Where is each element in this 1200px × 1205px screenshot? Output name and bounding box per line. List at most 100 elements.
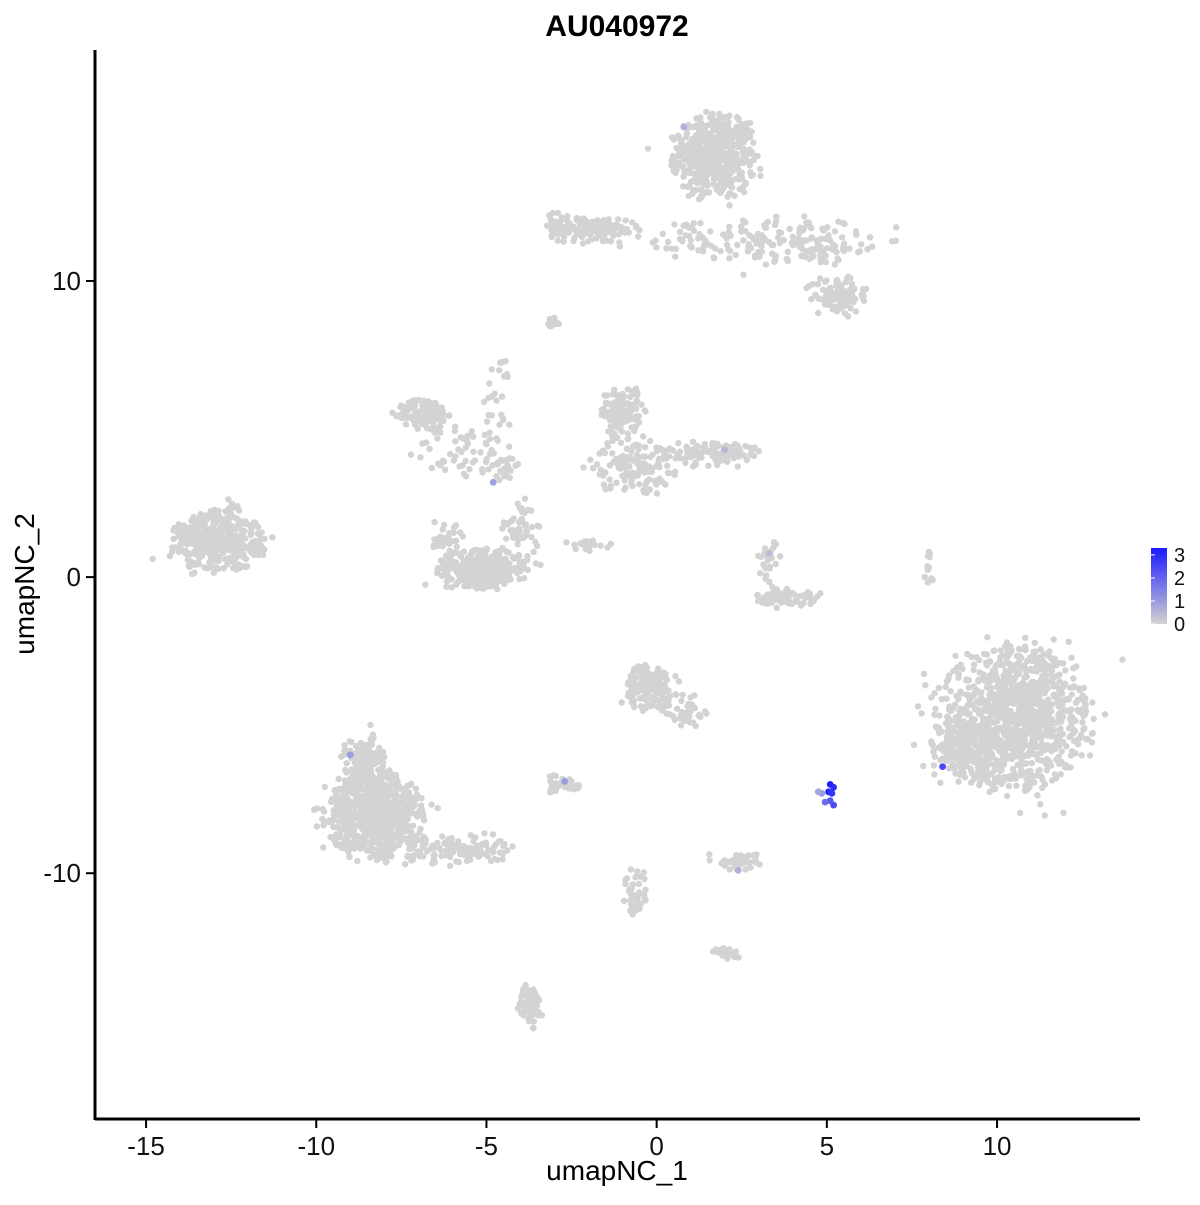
cell-point	[1027, 703, 1035, 710]
cell-point	[931, 771, 938, 778]
cell-point	[1013, 728, 1021, 735]
cell-point	[359, 777, 366, 784]
cell-point	[967, 727, 975, 734]
cell-point	[1089, 699, 1096, 706]
cell-point	[921, 573, 928, 581]
cell-point	[866, 234, 874, 241]
cell-point	[858, 241, 865, 248]
cell-point	[659, 693, 666, 701]
cell-point	[483, 440, 490, 448]
cell-point	[1021, 709, 1028, 716]
cell-point	[363, 827, 370, 834]
cell-point	[187, 525, 194, 533]
cell-point	[169, 544, 176, 551]
cell-point	[216, 533, 223, 540]
cell-point	[1068, 654, 1075, 661]
cell-point	[680, 173, 687, 180]
cell-point	[702, 129, 709, 136]
cell-point	[710, 254, 717, 261]
cell-point	[738, 223, 745, 230]
cell-point	[514, 541, 521, 548]
cell-point	[979, 675, 986, 682]
cell-point	[1062, 667, 1069, 674]
cell-point	[338, 799, 346, 806]
cell-point	[676, 228, 684, 235]
cell-point	[1002, 719, 1010, 726]
cell-point	[732, 131, 739, 139]
cell-point	[807, 246, 815, 253]
cell-point	[195, 538, 203, 545]
cell-point	[389, 824, 397, 831]
cell-point	[706, 857, 713, 864]
cell-point	[735, 166, 742, 173]
cell-point	[248, 538, 256, 546]
cell-point	[430, 853, 438, 861]
cell-point	[1021, 698, 1028, 705]
cell-point	[986, 760, 993, 767]
cell-point	[584, 238, 592, 245]
cell-point	[580, 464, 587, 471]
cell-point	[630, 894, 637, 902]
cell-point	[772, 256, 779, 263]
cell-point	[834, 255, 841, 262]
cell-point	[461, 583, 468, 590]
cell-point	[1058, 690, 1066, 697]
cell-point	[632, 874, 639, 881]
cell-point	[497, 468, 504, 475]
cell-point	[740, 159, 747, 167]
cell-cluster	[149, 506, 276, 578]
cell-point	[395, 840, 402, 848]
cell-point	[738, 174, 746, 181]
cell-point	[658, 478, 665, 485]
cell-point	[188, 570, 196, 578]
cell-point	[482, 458, 490, 466]
cell-point	[1025, 750, 1032, 757]
cell-point	[470, 838, 477, 845]
cell-point	[803, 237, 810, 244]
cell-cluster	[489, 455, 519, 484]
cell-point	[806, 255, 813, 263]
cell-point	[840, 303, 847, 310]
cell-point	[1011, 743, 1018, 751]
cell-point	[648, 468, 656, 475]
cell-point	[571, 234, 578, 242]
cell-point	[632, 405, 640, 412]
cell-point	[237, 521, 244, 529]
cell-point	[507, 527, 514, 534]
cell-point	[744, 128, 751, 135]
cell-point	[1057, 770, 1064, 778]
cell-point	[676, 455, 684, 462]
cell-point	[824, 224, 831, 231]
cell-point	[389, 799, 396, 806]
cell-point	[1001, 692, 1008, 699]
cell-point	[1007, 775, 1014, 783]
cell-point	[794, 598, 801, 605]
cell-point	[217, 518, 225, 525]
cell-point	[358, 747, 365, 754]
cell-point	[993, 717, 1000, 725]
cell-point	[327, 833, 334, 841]
cell-point	[1065, 696, 1072, 703]
cell-point	[703, 108, 710, 116]
cell-point	[721, 172, 728, 179]
cell-point	[341, 742, 348, 749]
cell-point	[1038, 773, 1045, 780]
cell-point	[452, 438, 459, 445]
cell-point	[456, 463, 463, 470]
cell-point	[990, 647, 997, 655]
cell-point	[697, 119, 704, 126]
cell-point	[612, 404, 620, 411]
cell-point	[808, 234, 815, 241]
cell-point	[1051, 691, 1058, 699]
cell-point	[498, 393, 506, 400]
cell-point	[379, 763, 386, 770]
cell-point	[452, 453, 459, 460]
cell-point	[499, 849, 506, 857]
cell-point	[713, 125, 721, 133]
cell-point	[515, 551, 523, 559]
cell-point	[981, 732, 988, 740]
cell-point	[1061, 707, 1068, 714]
cell-point	[648, 702, 655, 709]
cell-point	[344, 840, 351, 847]
cell-point	[613, 479, 620, 486]
